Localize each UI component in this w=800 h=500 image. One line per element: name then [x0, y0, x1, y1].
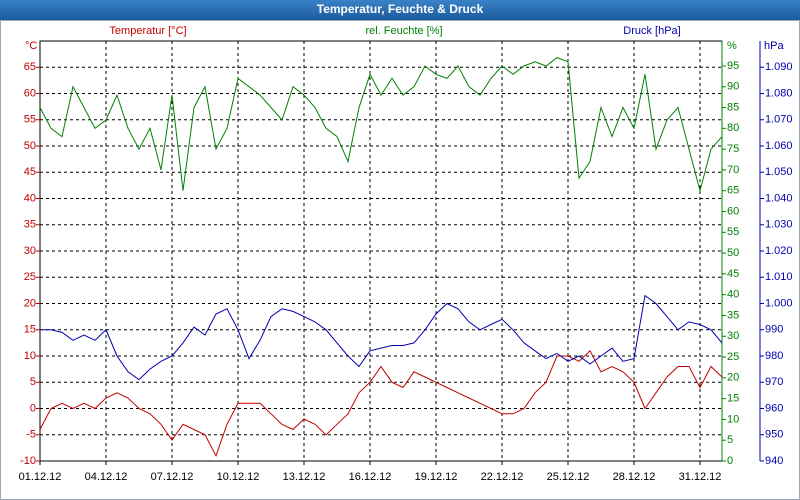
x-tick-label: 25.12.12 [547, 471, 590, 483]
y3-tick-label: 1.090 [765, 61, 793, 73]
y3-tick-label: 1.040 [765, 192, 793, 204]
y3-tick-label: 960 [765, 402, 783, 414]
legend-entry: Temperatur [°C] [109, 25, 186, 37]
y2-tick-label: 60 [727, 205, 739, 217]
y2-tick-label: 50 [727, 247, 739, 259]
y3-tick-label: 950 [765, 429, 783, 441]
y2-tick-label: 65 [727, 185, 739, 197]
y3-tick-label: 1.060 [765, 140, 793, 152]
y3-tick-label: 1.050 [765, 166, 793, 178]
y2-tick-label: 85 [727, 101, 739, 113]
grid [36, 40, 764, 465]
y-tick-label: 10 [24, 350, 36, 362]
y2-tick-label: 10 [727, 413, 739, 425]
y3-tick-label: 970 [765, 376, 783, 388]
y2-tick-label: 30 [727, 330, 739, 342]
y-tick-label: 45 [24, 166, 36, 178]
y-tick-label: 5 [30, 376, 36, 388]
y3-tick-label: 1.010 [765, 271, 793, 283]
x-tick-label: 01.12.12 [19, 471, 62, 483]
y-tick-label: 25 [24, 271, 36, 283]
x-tick-label: 13.12.12 [283, 471, 326, 483]
legend-entry: rel. Feuchte [%] [365, 25, 442, 37]
chart-title: Temperatur, Feuchte & Druck [317, 2, 484, 16]
y2-tick-label: 70 [727, 164, 739, 176]
y-tick-label: 15 [24, 324, 36, 336]
y2-tick-label: 25 [727, 351, 739, 363]
y3-tick-label: 1.070 [765, 114, 793, 126]
y3-tick-label: 1.030 [765, 219, 793, 231]
x-tick-label: 22.12.12 [481, 471, 524, 483]
y-tick-label: 65 [24, 61, 36, 73]
title-bar [0, 0, 800, 20]
y-tick-label: 55 [24, 114, 36, 126]
y3-tick-label: 1.080 [765, 87, 793, 99]
x-tick-label: 19.12.12 [415, 471, 458, 483]
y2-tick-label: 80 [727, 122, 739, 134]
y2-tick-label: 90 [727, 81, 739, 93]
y2-tick-label: 5 [727, 434, 733, 446]
labels: 01.12.12 04.12.12 07.12.12 10.12.12 13.12.12… [19, 25, 793, 483]
y2-tick-label: 45 [727, 268, 739, 280]
y-tick-label: 60 [24, 87, 36, 99]
y3-tick-label: 980 [765, 350, 783, 362]
y3-tick-label: 990 [765, 324, 783, 336]
y2-tick-label: 40 [727, 289, 739, 301]
x-tick-label: 31.12.12 [679, 471, 722, 483]
y-tick-label: 30 [24, 245, 36, 257]
y3-axis-unit: hPa [764, 40, 784, 52]
y-tick-label: 35 [24, 219, 36, 231]
y2-tick-label: 75 [727, 143, 739, 155]
y2-tick-label: 55 [727, 226, 739, 238]
y2-tick-label: 0 [727, 455, 733, 467]
y-axis-unit: °C [25, 40, 37, 52]
x-tick-label: 10.12.12 [217, 471, 260, 483]
series-line [39, 349, 723, 458]
x-tick-label: 28.12.12 [613, 471, 656, 483]
series-line [39, 57, 723, 193]
y-tick-label: -10 [20, 455, 36, 467]
y2-tick-label: 20 [727, 372, 739, 384]
y-tick-label: -5 [26, 429, 36, 441]
y2-axis-unit: % [727, 40, 737, 52]
y3-tick-label: 940 [765, 455, 783, 467]
y-tick-label: 20 [24, 297, 36, 309]
y3-tick-label: 1.000 [765, 297, 793, 309]
y-tick-label: 40 [24, 192, 36, 204]
y-tick-label: 0 [30, 402, 36, 414]
x-tick-label: 07.12.12 [151, 471, 194, 483]
series-line [40, 294, 723, 381]
y2-tick-label: 35 [727, 309, 739, 321]
y2-tick-label: 95 [727, 60, 739, 72]
plot-area [39, 40, 723, 462]
legend-entry: Druck [hPa] [623, 25, 680, 37]
y3-tick-label: 1.020 [765, 245, 793, 257]
lines [39, 57, 723, 458]
x-tick-label: 16.12.12 [349, 471, 392, 483]
y2-tick-label: 15 [727, 393, 739, 405]
y-tick-label: 50 [24, 140, 36, 152]
x-tick-label: 04.12.12 [85, 471, 128, 483]
